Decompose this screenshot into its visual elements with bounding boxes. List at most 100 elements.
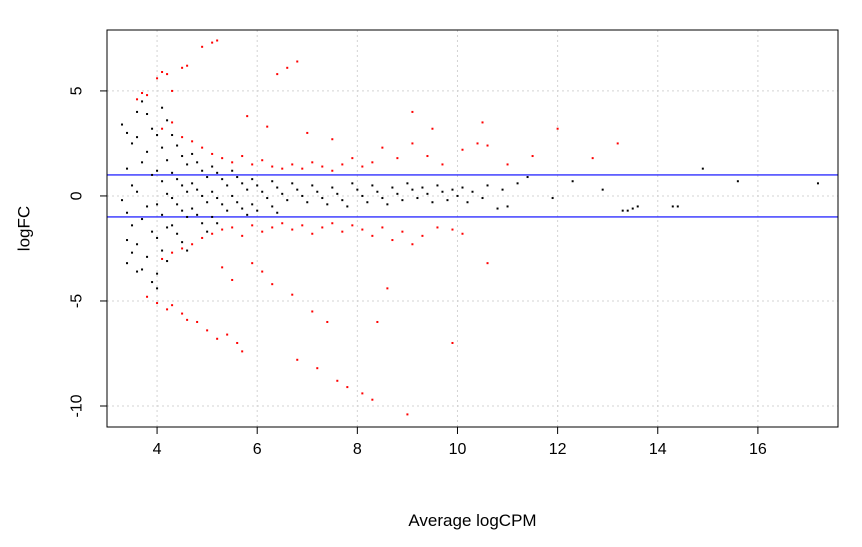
plot-frame — [106, 29, 839, 428]
y-tick-label: -10 — [69, 394, 86, 417]
data-point — [281, 167, 284, 170]
data-point — [371, 234, 374, 237]
data-point — [216, 171, 219, 174]
data-point — [251, 262, 254, 265]
data-point — [361, 165, 364, 168]
data-point — [176, 232, 179, 235]
data-point — [351, 224, 354, 227]
data-point — [301, 167, 304, 170]
data-point — [331, 222, 334, 225]
data-point — [376, 320, 379, 323]
data-point — [506, 205, 509, 208]
data-point — [181, 241, 184, 244]
data-point — [281, 222, 284, 225]
data-point — [441, 190, 444, 193]
data-point — [166, 192, 169, 195]
data-point — [301, 194, 304, 197]
data-point — [271, 180, 274, 183]
data-point — [461, 186, 464, 189]
data-point — [136, 98, 139, 101]
data-point — [381, 146, 384, 149]
data-point — [331, 169, 334, 172]
data-point — [256, 184, 259, 187]
data-point — [166, 260, 169, 263]
data-point — [171, 224, 174, 227]
data-point — [246, 115, 249, 118]
data-point — [171, 134, 174, 137]
data-point — [241, 234, 244, 237]
data-point — [231, 278, 234, 281]
data-point — [201, 236, 204, 239]
data-point — [156, 169, 159, 172]
data-point — [291, 163, 294, 166]
data-point — [456, 194, 459, 197]
data-point — [411, 110, 414, 113]
data-point — [141, 161, 144, 164]
x-tick-label: 6 — [253, 441, 262, 458]
x-tick-label: 10 — [449, 441, 467, 458]
data-point — [221, 157, 224, 160]
data-point — [451, 188, 454, 191]
data-point — [321, 226, 324, 229]
data-point — [206, 329, 209, 332]
data-point — [151, 230, 154, 233]
data-point — [316, 367, 319, 370]
data-point — [171, 171, 174, 174]
data-point — [311, 310, 314, 313]
x-tick-label: 8 — [353, 441, 362, 458]
data-point — [251, 178, 254, 181]
x-tick-label: 12 — [549, 441, 567, 458]
data-point — [461, 148, 464, 151]
data-point — [411, 188, 414, 191]
data-point — [291, 293, 294, 296]
data-point — [126, 211, 129, 214]
data-point — [231, 161, 234, 164]
data-point — [126, 262, 129, 265]
data-point — [251, 163, 254, 166]
data-point — [156, 203, 159, 206]
data-point — [371, 398, 374, 401]
y-tick-label: 5 — [69, 86, 86, 95]
data-point — [201, 222, 204, 225]
data-point — [451, 341, 454, 344]
data-point — [276, 211, 279, 214]
data-point — [226, 209, 229, 212]
data-point — [181, 209, 184, 212]
data-point — [156, 302, 159, 305]
data-point — [221, 266, 224, 269]
data-point — [191, 140, 194, 143]
data-point — [591, 157, 594, 160]
data-point — [186, 163, 189, 166]
data-point — [216, 337, 219, 340]
data-point — [256, 209, 259, 212]
data-point — [276, 73, 279, 76]
data-point — [266, 197, 269, 200]
data-point — [601, 188, 604, 191]
data-point — [211, 215, 214, 218]
data-point — [186, 64, 189, 67]
data-point — [226, 333, 229, 336]
data-point — [181, 66, 184, 69]
data-point — [271, 226, 274, 229]
data-point — [701, 167, 704, 170]
data-point — [431, 201, 434, 204]
x-tick-label: 4 — [153, 441, 162, 458]
data-point — [201, 194, 204, 197]
data-point — [211, 232, 214, 235]
data-point — [231, 226, 234, 229]
data-point — [336, 192, 339, 195]
data-point — [401, 199, 404, 202]
data-point — [311, 161, 314, 164]
data-point — [351, 157, 354, 160]
data-point — [206, 201, 209, 204]
data-point — [321, 165, 324, 168]
data-point — [186, 215, 189, 218]
y-axis-label: logFC — [15, 206, 34, 251]
data-point — [171, 197, 174, 200]
data-point — [261, 190, 264, 193]
data-point — [261, 230, 264, 233]
data-point — [166, 159, 169, 162]
data-point — [436, 226, 439, 229]
data-point — [211, 190, 214, 193]
data-point — [181, 136, 184, 139]
